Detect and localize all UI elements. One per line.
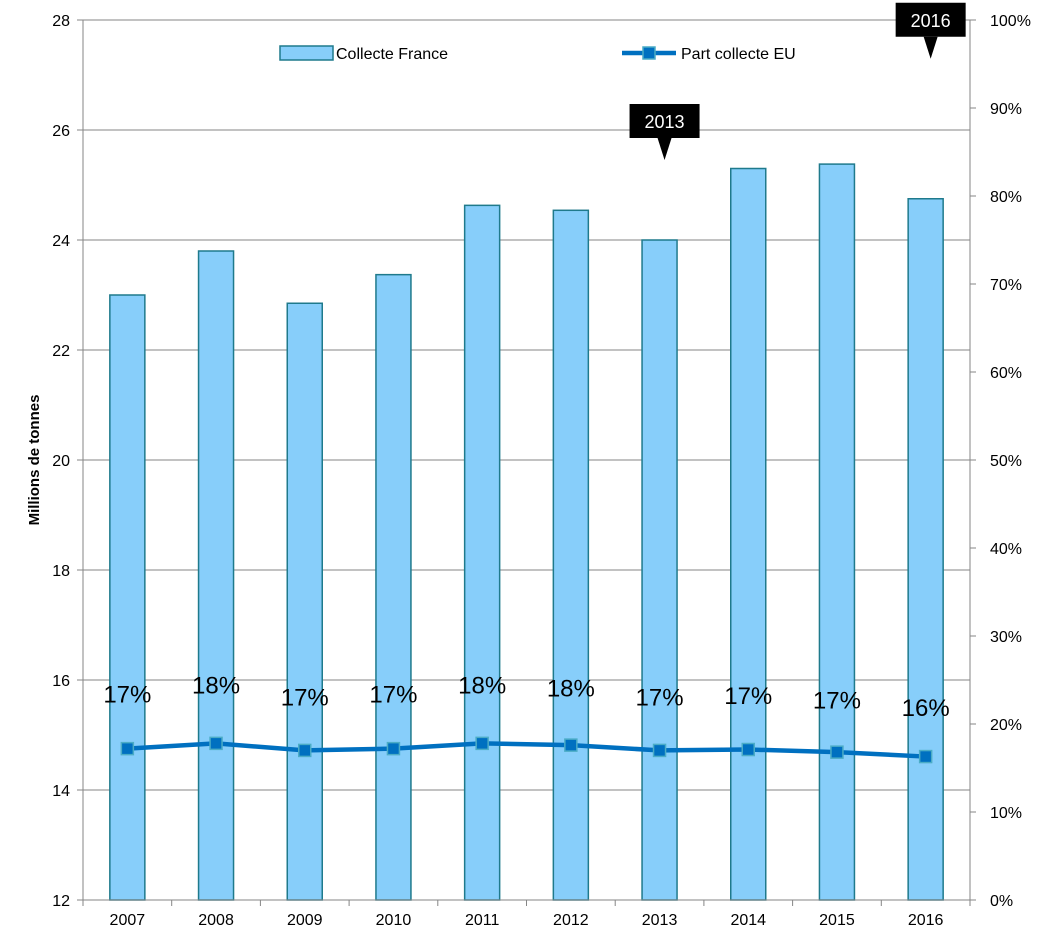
x-tick-label: 2009 [287, 912, 323, 929]
legend-swatch-marker [642, 46, 656, 60]
y-tick-label: 16 [52, 673, 70, 690]
bar-series-collecte-france [109, 163, 944, 901]
y-tick-label: 22 [52, 343, 70, 360]
x-tick-label: 2007 [110, 912, 146, 929]
data-label: 17% [281, 684, 329, 711]
line-marker [209, 736, 223, 751]
legend-item-collecte-france: Collecte France [279, 45, 448, 63]
callout-2013: 2013 [629, 104, 700, 160]
y-tick-label: 26 [52, 123, 70, 140]
y2-tick-label: 20% [990, 717, 1022, 734]
y2-tick-label: 0% [990, 893, 1013, 910]
x-tick-label: 2013 [642, 912, 678, 929]
y2-tick-label: 80% [990, 189, 1022, 206]
legend-swatch-bar [279, 45, 334, 61]
line-marker [475, 736, 489, 751]
callout-box [629, 104, 700, 138]
legend-label: Part collecte EU [681, 46, 796, 63]
bar [818, 163, 856, 901]
bar [552, 209, 590, 901]
legend: Collecte France Part collecte EU [279, 45, 796, 63]
callout-label: 2016 [911, 11, 951, 31]
bar [286, 302, 323, 901]
x-tick-label: 2011 [465, 912, 500, 929]
y2-tick-label: 70% [990, 277, 1022, 294]
callout-label: 2013 [645, 112, 685, 132]
line-marker [298, 743, 312, 758]
callout-2016: 2016 [895, 2, 966, 59]
data-label: 17% [724, 683, 772, 710]
x-tick-label: 2014 [730, 912, 766, 929]
y2-tick-label: 100% [990, 13, 1031, 30]
bar [197, 250, 235, 901]
y-tick-label: 24 [52, 233, 70, 250]
x-tick-label: 2010 [376, 912, 412, 929]
line-marker [564, 738, 578, 752]
bar [907, 198, 944, 901]
x-tick-label: 2015 [819, 912, 855, 929]
data-label: 17% [103, 681, 151, 708]
data-label: 17% [813, 687, 861, 714]
y2-tick-label: 50% [990, 453, 1022, 470]
legend-item-part-collecte-eu: Part collecte EU [622, 46, 796, 63]
callout-pointer [923, 36, 938, 59]
line-marker [652, 743, 667, 758]
line-series-part-collecte-eu [120, 736, 933, 764]
x-axis-ticks: 2007 2008 2009 2010 2011 2012 2013 2014 2015 2016 [82, 900, 971, 929]
right-axis-ticks: 0% 10% 20% 30% 40% 50% 60% 70% 80% 90% 100% [970, 13, 1031, 910]
x-tick-label: 2016 [908, 912, 944, 929]
line-data-labels: 17% 18% 17% 17% 18% 18% 17% 17% 17% 16% [103, 673, 949, 722]
left-axis-ticks: 12 14 16 18 20 22 24 26 28 [52, 13, 83, 910]
bar [109, 294, 146, 901]
y-tick-label: 18 [52, 563, 70, 580]
line-marker [120, 741, 135, 756]
y-tick-label: 20 [52, 453, 70, 470]
data-label: 18% [547, 676, 595, 703]
line-marker [386, 741, 401, 756]
callouts: 2013 2016 [629, 2, 966, 160]
callout-box [895, 2, 966, 37]
data-label: 18% [192, 673, 240, 700]
callout-pointer [657, 138, 672, 160]
y2-tick-label: 60% [990, 365, 1022, 382]
line-marker [918, 749, 933, 764]
series-line [127, 741, 926, 759]
y2-tick-label: 40% [990, 541, 1022, 558]
bar [375, 273, 412, 901]
data-label: 16% [902, 695, 950, 722]
y-tick-label: 28 [52, 13, 70, 30]
bar [730, 167, 767, 901]
data-label: 17% [636, 684, 684, 711]
data-label: 18% [458, 673, 506, 700]
y2-tick-label: 10% [990, 805, 1022, 822]
y2-tick-label: 90% [990, 101, 1022, 118]
y2-tick-label: 30% [990, 629, 1022, 646]
bar [463, 204, 501, 901]
y-tick-label: 14 [52, 783, 70, 800]
legend-label: Collecte France [336, 46, 448, 63]
line-marker [830, 745, 844, 759]
x-tick-label: 2008 [198, 912, 234, 929]
data-label: 17% [369, 681, 417, 708]
bar [641, 239, 678, 901]
x-tick-label: 2012 [553, 912, 589, 929]
line-marker [741, 742, 755, 757]
y-tick-label: 12 [52, 893, 70, 910]
y-axis-label: Millions de tonnes [26, 395, 43, 526]
